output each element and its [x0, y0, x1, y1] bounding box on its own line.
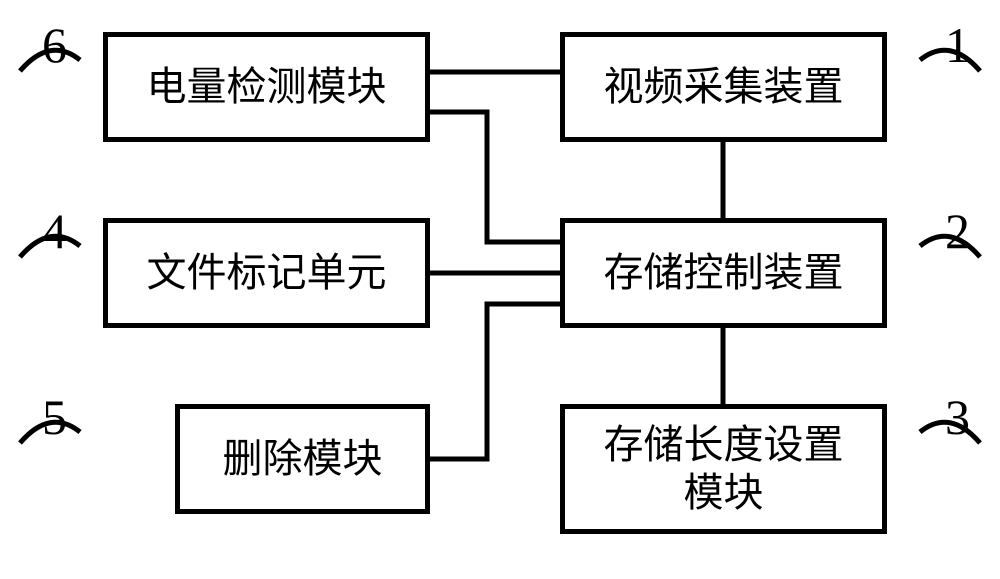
connector [430, 304, 560, 459]
box-storage-len: 存储长度设置 模块 [560, 404, 887, 534]
label-2: 2 [945, 202, 970, 260]
box-storage-ctrl: 存储控制装置 [560, 218, 887, 328]
box-label: 文件标记单元 [147, 249, 387, 297]
label-5: 5 [42, 388, 67, 446]
connector [430, 112, 560, 242]
box-delete: 删除模块 [175, 404, 430, 514]
label-3: 3 [945, 388, 970, 446]
label-4: 4 [42, 202, 67, 260]
label-6: 6 [42, 16, 67, 74]
box-label: 视频采集装置 [604, 63, 844, 111]
box-file-marker: 文件标记单元 [103, 218, 430, 328]
box-label: 存储控制装置 [604, 249, 844, 297]
box-power-detect: 电量检测模块 [103, 32, 430, 142]
box-video-capture: 视频采集装置 [560, 32, 887, 142]
box-label: 存储长度设置 模块 [604, 421, 844, 517]
box-label: 删除模块 [223, 435, 383, 483]
label-1: 1 [945, 16, 970, 74]
box-label: 电量检测模块 [147, 63, 387, 111]
